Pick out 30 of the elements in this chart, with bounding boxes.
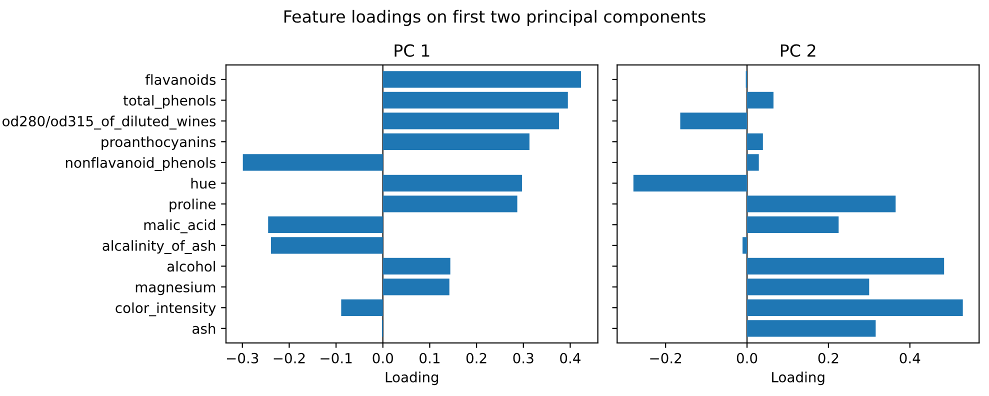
- y-tick-label: alcohol: [167, 260, 215, 272]
- x-tick-label: −0.3: [226, 352, 258, 364]
- y-tick-label: ash: [192, 323, 216, 334]
- x-tick-label: −0.1: [320, 352, 352, 364]
- y-tick-label: nonflavanoid_phenols: [66, 157, 216, 171]
- x-tick-label: 0.0: [736, 352, 758, 364]
- y-tick-label: hue: [191, 178, 216, 189]
- x-tick-label: 0.2: [818, 352, 838, 364]
- x-axis-title: Loading: [386, 372, 438, 386]
- y-tick-label: color_intensity: [116, 302, 216, 316]
- x-tick-label: −0.2: [650, 352, 682, 364]
- y-tick-label: proanthocyanins: [102, 136, 216, 150]
- x-tick-label: 0.4: [560, 352, 580, 364]
- x-tick-label: 0.0: [372, 352, 394, 364]
- chart-title: PC 2: [780, 44, 816, 57]
- y-tick-label: flavanoids: [145, 74, 216, 85]
- y-tick-label: alcalinity_of_ash: [102, 240, 216, 254]
- x-axis-title: Loading: [772, 372, 824, 386]
- y-tick-label: total_phenols: [123, 94, 216, 109]
- x-tick-label: 0.2: [466, 352, 486, 364]
- x-tick-label: −0.2: [274, 352, 305, 364]
- chart-title: PC 1: [394, 44, 430, 57]
- y-tick-label: proline: [170, 198, 216, 212]
- y-tick-label: malic_acid: [144, 219, 215, 234]
- x-tick-label: 0.1: [420, 352, 440, 364]
- text: Feature loadings on first two principal components: [284, 10, 706, 26]
- x-tick-label: 0.3: [513, 352, 534, 364]
- y-tick-label: od280/od315_of_diluted_wines: [2, 116, 216, 130]
- x-tick-label: 0.4: [900, 352, 920, 364]
- y-tick-label: magnesium: [136, 282, 216, 296]
